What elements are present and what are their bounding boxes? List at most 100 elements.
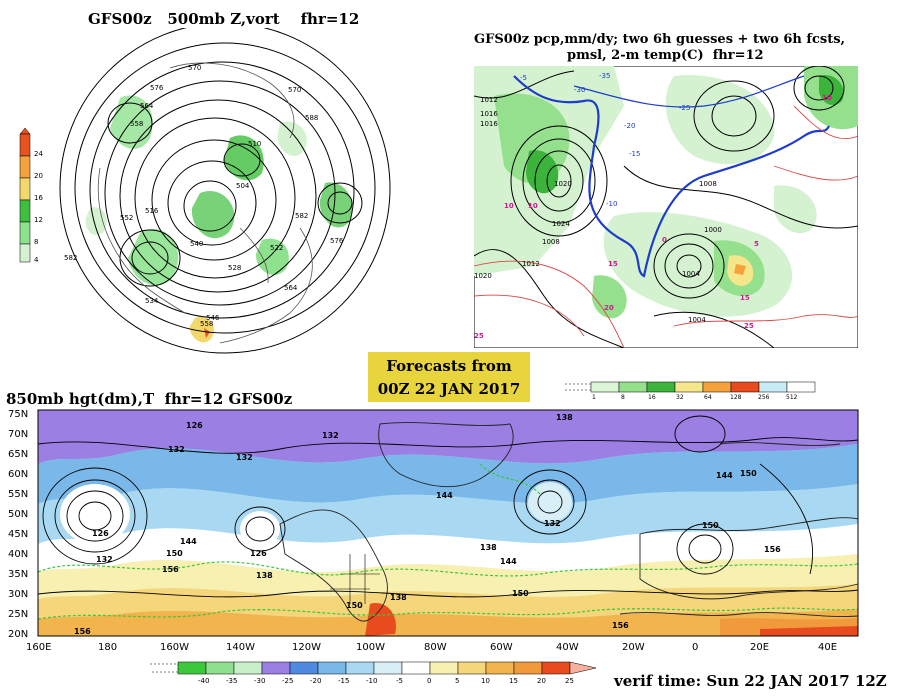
contour-label: 534: [145, 297, 159, 305]
colorbar-label: -5: [396, 677, 403, 685]
colorbar-label: 0: [427, 677, 431, 685]
isobar-label: 1016: [480, 110, 498, 118]
contour-label: 156: [74, 627, 91, 636]
lat-label: 40N: [8, 549, 28, 560]
colorbar-label: -35: [226, 677, 237, 685]
lon-label: 80W: [424, 642, 447, 653]
temp-label: 25: [474, 332, 484, 340]
temp-label: 10: [822, 94, 832, 102]
contour-label: 522: [270, 244, 283, 252]
colorbar-label: 20: [537, 677, 546, 685]
contour-label: 582: [64, 254, 77, 262]
lat-label: 30N: [8, 589, 28, 600]
colorbar-label: 24: [34, 150, 43, 158]
colorbar-label: -40: [198, 677, 209, 685]
temp-label: -25: [679, 104, 690, 112]
temp-label: -35: [599, 72, 610, 80]
lon-label: 60W: [490, 642, 513, 653]
contour-label: 132: [322, 431, 339, 440]
contour-label: 576: [330, 237, 344, 245]
top-left-title: GFS00z 500mb Z,vort fhr=12: [88, 10, 360, 28]
colorbar-label: 10: [481, 677, 490, 685]
contour-label: 132: [96, 555, 113, 564]
colorbar-label: 256: [758, 394, 770, 400]
precip-pmsl-map: 1012 1016 1020 1024 1008 1004 1000 1008 …: [474, 66, 858, 348]
colorbar-label: -25: [282, 677, 293, 685]
lon-label: 20W: [622, 642, 645, 653]
colorbar-label: 1: [592, 394, 596, 400]
colorbar-label: 8: [34, 238, 38, 246]
contour-label: 558: [130, 120, 143, 128]
colorbar-label: 16: [648, 394, 656, 400]
lat-label: 55N: [8, 489, 28, 500]
forecast-info-box: Forecasts from 00Z 22 JAN 2017: [368, 352, 530, 402]
contour-label: 132: [168, 445, 185, 454]
temp-label: 5: [754, 240, 759, 248]
forecast-line2: 00Z 22 JAN 2017: [377, 380, 521, 398]
temp-label: 20: [604, 304, 614, 312]
lat-label: 25N: [8, 609, 28, 620]
contour-label: 564: [284, 284, 298, 292]
lon-label: 0: [692, 642, 698, 653]
temp-label: -30: [574, 86, 585, 94]
temp-label: 10: [504, 202, 514, 210]
contour-label: 546: [206, 314, 220, 322]
isobar-label: 1020: [554, 180, 572, 188]
temp-label: 25: [744, 322, 754, 330]
top-right-title-line1: GFS00z pcp,mm/dy; two 6h guesses + two 6…: [474, 32, 846, 47]
contour-label: 126: [250, 549, 267, 558]
lat-label: 75N: [8, 409, 28, 420]
colorbar-label: 4: [34, 256, 39, 264]
contour-label: 150: [512, 589, 529, 598]
contour-label: 552: [120, 214, 133, 222]
contour-label: 150: [346, 601, 363, 610]
verification-time: verif time: Sun 22 JAN 2017 12Z: [614, 672, 887, 690]
contour-label: 138: [480, 543, 497, 552]
temp-colorbar: -40 -35 -30 -25 -20 -15 -10 -5 0 5 10 15…: [150, 661, 597, 685]
contour-label: 588: [305, 114, 318, 122]
contour-label: 510: [248, 140, 261, 148]
contour-label: 564: [140, 102, 154, 110]
lon-label: 140W: [226, 642, 255, 653]
colorbar-label: -10: [366, 677, 377, 685]
isobar-label: 1000: [704, 226, 722, 234]
contour-label: 156: [162, 565, 179, 574]
temp-label: -10: [606, 200, 617, 208]
precip-colorbar: 1 8 16 32 64 128 256 512: [565, 381, 816, 400]
isobar-label: 1004: [688, 316, 706, 324]
colorbar-label: 5: [455, 677, 459, 685]
temp-label: 0: [662, 236, 667, 244]
contour-label: 516: [145, 207, 159, 215]
contour-label: 570: [288, 86, 301, 94]
contour-label: 156: [764, 545, 781, 554]
top-right-title-line2: pmsl, 2-m temp(C) fhr=12: [567, 48, 764, 63]
colorbar-label: -20: [310, 677, 321, 685]
hgt-850mb-map: 126 132 132 138 132 126 138 144 150 156 …: [8, 409, 859, 653]
forecast-line1: Forecasts from: [386, 357, 512, 375]
contour-label: 138: [256, 571, 273, 580]
lon-label: 100W: [356, 642, 385, 653]
temp-label: -15: [629, 150, 640, 158]
contour-label: 570: [188, 64, 201, 72]
lat-label: 35N: [8, 569, 28, 580]
contour-label: 150: [702, 521, 719, 530]
contour-label: 132: [544, 519, 561, 528]
vort-colorbar: 24 20 16 12 8 4: [19, 128, 43, 264]
polar-500mb-map: 570 582 576 564 558 552 540 534 528 516 …: [59, 28, 391, 354]
temp-label: -5: [520, 74, 527, 82]
colorbar-label: -30: [254, 677, 265, 685]
colorbar-label: -15: [338, 677, 349, 685]
contour-label: 132: [236, 453, 253, 462]
contour-label: 150: [166, 549, 183, 558]
lon-label: 40E: [818, 642, 837, 653]
isobar-label: 1012: [522, 260, 540, 268]
contour-label: 156: [612, 621, 629, 630]
contour-label: 582: [295, 212, 308, 220]
colorbar-label: 12: [34, 216, 43, 224]
colorbar-label: 8: [621, 394, 625, 400]
lon-label: 20E: [750, 642, 769, 653]
colorbar-label: 16: [34, 194, 43, 202]
temp-label: -20: [624, 122, 635, 130]
lon-label: 120W: [292, 642, 321, 653]
contour-label: 144: [436, 491, 453, 500]
